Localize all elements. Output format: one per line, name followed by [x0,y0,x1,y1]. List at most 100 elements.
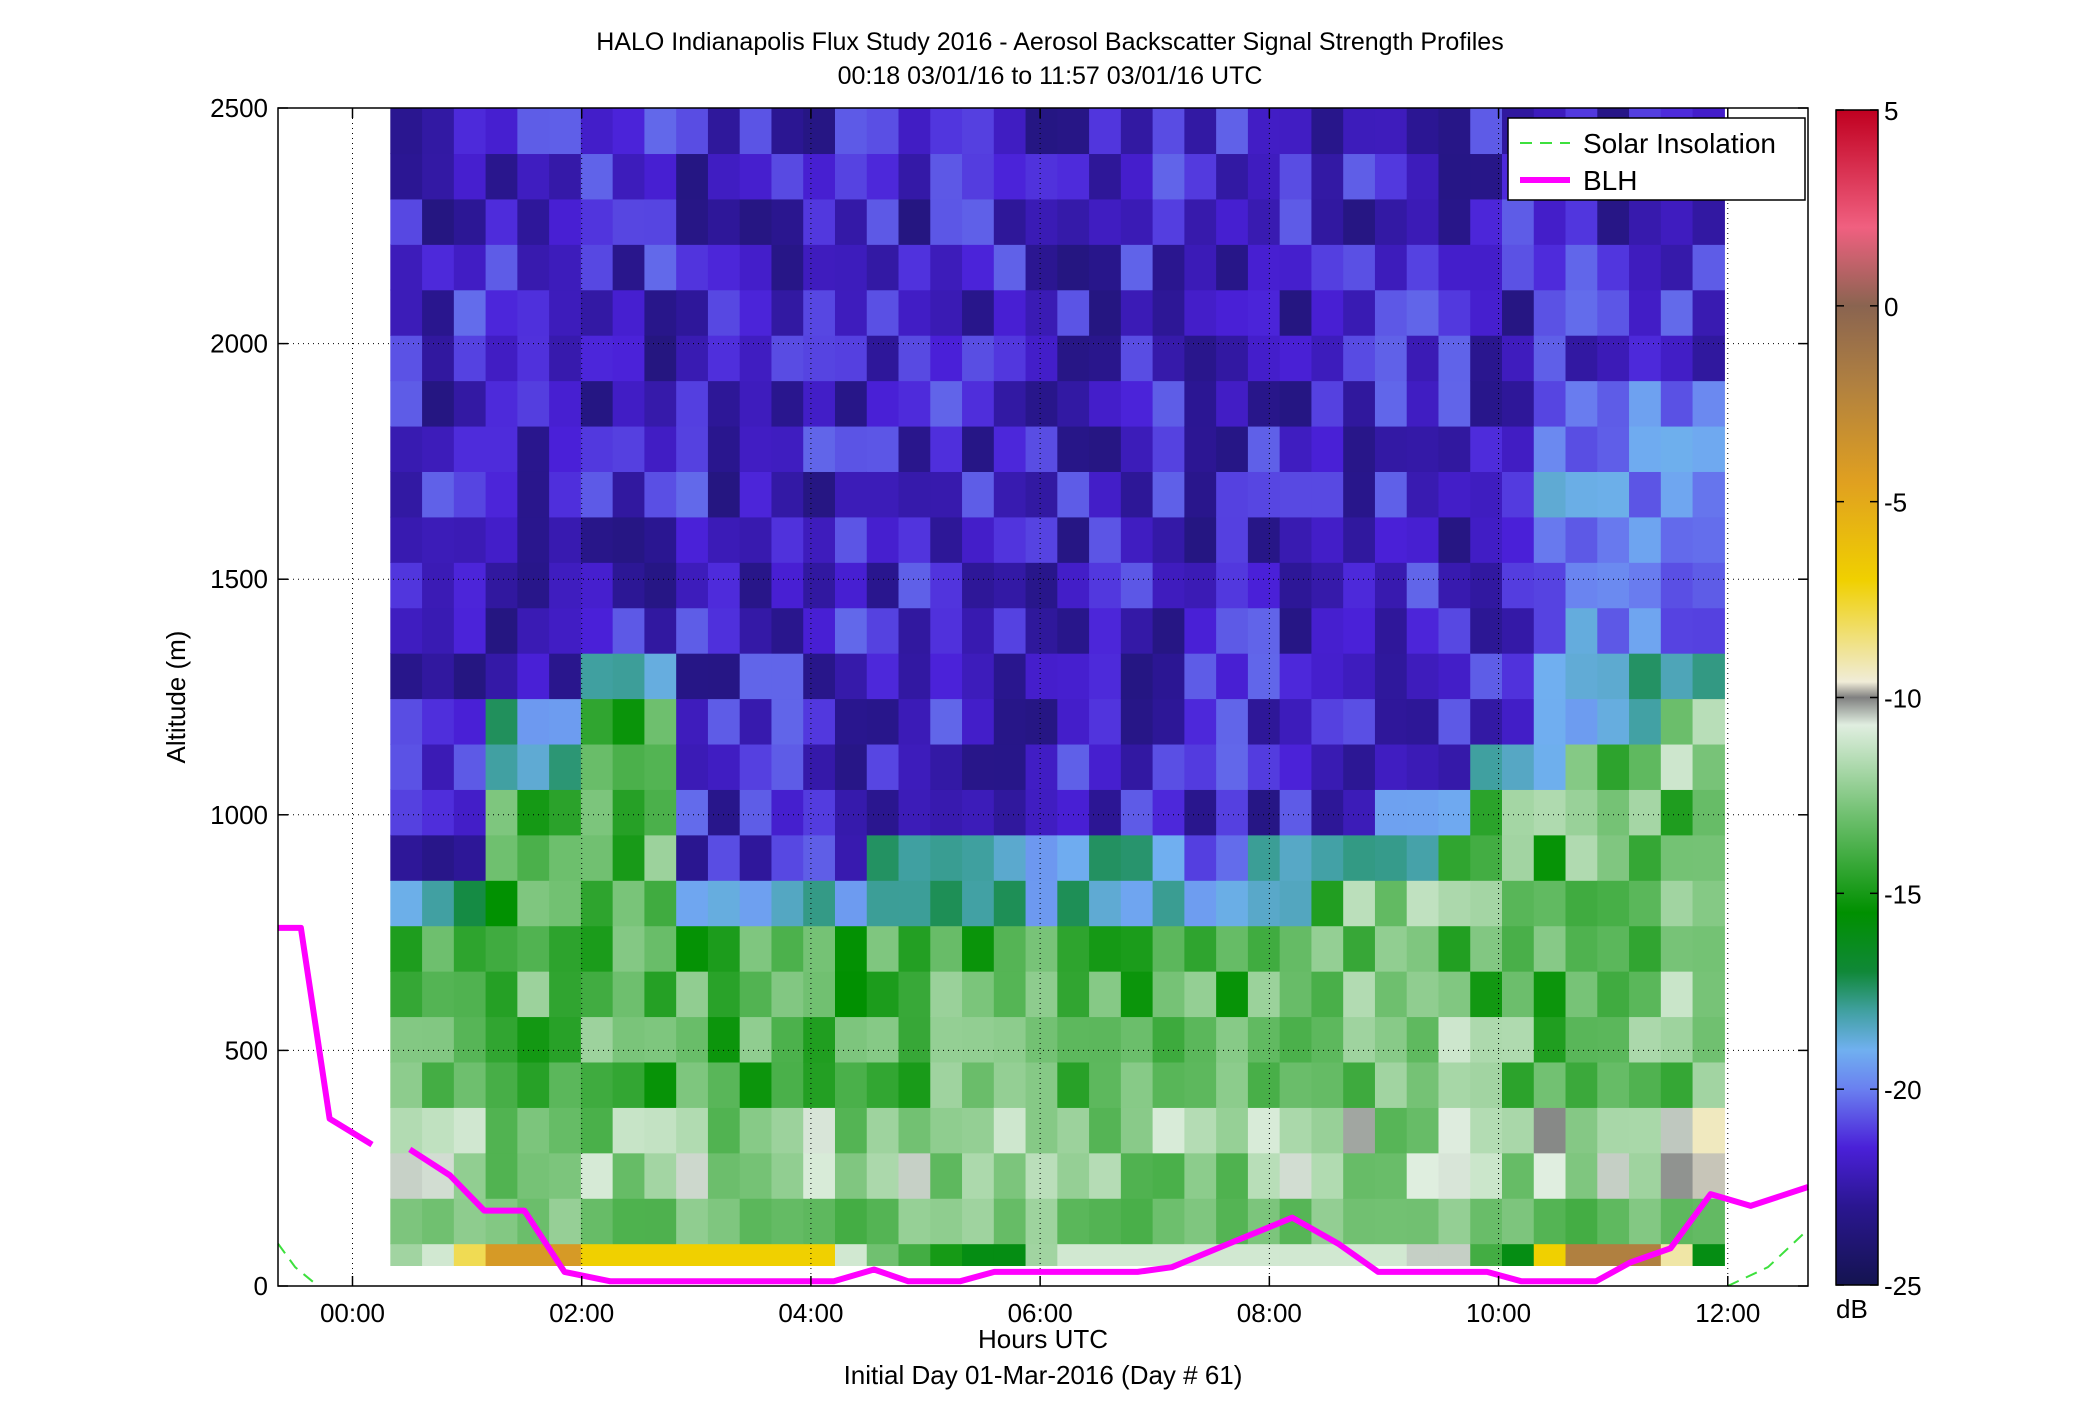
heatmap-cell [1565,562,1598,609]
heatmap-cell [1629,607,1662,654]
heatmap-cell [453,834,487,881]
heatmap-cell [517,834,550,881]
heatmap-cell [930,925,963,972]
heatmap-cell [1533,562,1567,609]
colorbar-unit-label: dB [1836,1294,1868,1324]
heatmap-cell [866,108,900,155]
heatmap-cell [1184,1016,1217,1063]
x-tick-label: 06:00 [1008,1298,1073,1328]
heatmap-cell [739,198,773,245]
heatmap-cell [1629,789,1662,836]
heatmap-cell [644,1016,677,1063]
colorbar: 5 0 -5 -10 -15 -20 -25 dB [1835,96,1922,1324]
heatmap-cell [422,743,455,790]
heatmap-cell [1406,244,1440,291]
heatmap-cell [1406,880,1440,927]
heatmap-cell [612,562,646,609]
heatmap-cell [1057,743,1090,790]
heatmap-cell [1470,1243,1503,1266]
heatmap-cell [612,380,646,427]
heatmap-cell [1184,880,1217,927]
heatmap-cell [1660,880,1694,927]
heatmap-cell [390,834,423,881]
heatmap-cell [485,335,518,382]
heatmap-cell [1502,1061,1535,1108]
heatmap-cell [1502,743,1535,790]
heatmap-cell [1406,108,1440,155]
heatmap-cell [1597,1198,1630,1245]
heatmap-cell [993,1198,1027,1245]
heatmap-cell [1120,380,1154,427]
heatmap-cell [612,471,646,518]
heatmap-cell [834,607,868,654]
heatmap-cell [1502,971,1535,1018]
plot-area: 00:00 02:00 04:00 06:00 08:00 10:00 12:00 0 500… [210,93,1809,1328]
heatmap-cell [1660,743,1694,790]
heatmap-cell [453,562,487,609]
heatmap-cell [1470,380,1503,427]
heatmap-cell [485,516,518,563]
heatmap-cell [739,380,773,427]
series-lines [277,924,1809,1287]
heatmap-cell [612,925,646,972]
heatmap-cell [612,1107,646,1154]
heatmap-cell [930,698,963,745]
heatmap-cell [1597,562,1630,609]
heatmap-cell [390,971,423,1018]
heatmap-cell [866,562,900,609]
heatmap-cell [1089,289,1122,336]
x-tick-label: 04:00 [778,1298,843,1328]
heatmap-cell [1184,425,1217,472]
heatmap-cell [1660,698,1694,745]
heatmap-cell [390,1016,423,1063]
heatmap-cell [485,971,518,1018]
heatmap-cell [1438,471,1471,518]
heatmap-cell [1247,425,1281,472]
heatmap-cell [771,1107,804,1154]
heatmap-cell [803,1243,836,1266]
heatmap-cell [644,698,677,745]
heatmap-cell [1660,1016,1694,1063]
heatmap-cell [485,834,518,881]
y-axis-label: Altitude (m) [161,631,191,764]
axis-tick-marks [278,107,1808,1287]
heatmap-cell [834,1198,868,1245]
heatmap-cell [866,153,900,200]
heatmap-cell [1216,562,1249,609]
heatmap-cell [1152,789,1185,836]
heatmap-cell [390,743,423,790]
heatmap-cell [580,562,614,609]
heatmap-cell [898,698,931,745]
heatmap-cell [993,1152,1027,1199]
heatmap-cell [1025,471,1058,518]
heatmap-cell [1470,971,1503,1018]
heatmap-cell [580,380,614,427]
heatmap-cell [1152,653,1185,700]
heatmap-cell [1629,743,1662,790]
heatmap-cell [898,562,931,609]
heatmap-cell [707,743,741,790]
heatmap-cell [1597,198,1630,245]
heatmap-cell [390,244,423,291]
heatmap-cell [1152,289,1185,336]
heatmap-cell [1311,108,1344,155]
colorbar-tick-label: -5 [1884,488,1907,518]
heatmap-cell [1152,198,1185,245]
heatmap-cell [1216,743,1249,790]
heatmap-cell [390,198,423,245]
heatmap-cell [485,244,518,291]
heatmap-cell [1629,380,1662,427]
heatmap-cell [1565,198,1598,245]
heatmap-cell [1470,789,1503,836]
heatmap-cell [676,1198,709,1245]
heatmap-cell [422,880,455,927]
heatmap-cell [485,743,518,790]
heatmap-cell [1597,516,1630,563]
heatmap-cell [1374,1016,1408,1063]
heatmap-cell [1629,925,1662,972]
heatmap-cell [549,698,582,745]
heatmap-cell [1406,425,1440,472]
heatmap-cell [1374,335,1408,382]
heatmap-cell [834,1152,868,1199]
heatmap-cell [930,789,963,836]
